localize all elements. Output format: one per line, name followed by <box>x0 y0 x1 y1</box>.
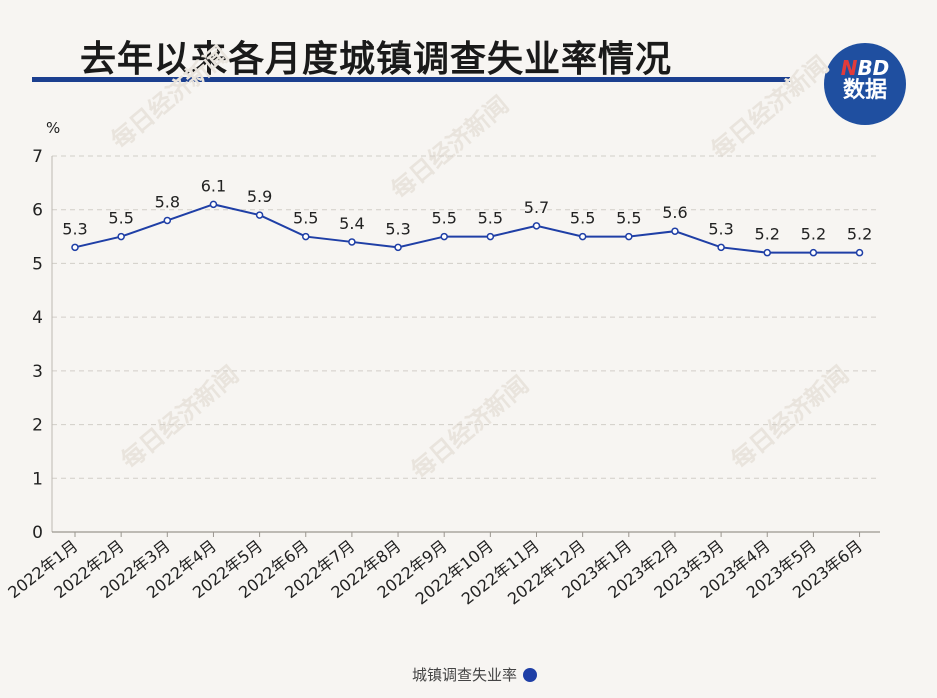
data-label: 6.1 <box>201 176 226 195</box>
chart-title: 去年以来各月度城镇调查失业率情况 <box>80 39 673 80</box>
y-tick-label: 6 <box>32 201 43 221</box>
nbd-data-logo: NBD 数据 <box>824 43 906 125</box>
watermark-text: 每日经济新闻 <box>106 41 234 155</box>
watermark-text: 每日经济新闻 <box>726 361 854 475</box>
legend-label: 城镇调查失业率 <box>412 666 518 684</box>
data-label: 5.2 <box>847 225 872 244</box>
data-point <box>394 243 402 252</box>
data-label: 5.2 <box>801 225 826 244</box>
data-label: 5.5 <box>478 209 503 228</box>
data-point <box>717 243 725 252</box>
data-label: 5.5 <box>570 209 595 228</box>
watermark-text: 每日经济新闻 <box>706 51 834 165</box>
legend: 城镇调查失业率 <box>412 664 538 685</box>
data-point <box>671 227 679 235</box>
logo-subtitle: 数据 <box>842 78 887 103</box>
data-label: 5.2 <box>755 225 780 244</box>
y-tick-label: 5 <box>32 254 43 274</box>
data-label: 5.5 <box>616 209 641 228</box>
data-point <box>255 211 264 219</box>
watermark-text: 每日经济新闻 <box>116 361 244 475</box>
data-point <box>209 200 218 209</box>
data-point <box>348 238 356 246</box>
data-label: 5.5 <box>431 209 456 228</box>
data-label: 5.3 <box>708 219 733 238</box>
data-label: 5.7 <box>524 198 549 217</box>
data-point <box>855 248 864 257</box>
y-tick-label: 7 <box>32 147 43 167</box>
data-label: 5.5 <box>293 209 318 228</box>
logo-letters: BD <box>857 56 890 80</box>
data-point <box>809 248 818 257</box>
data-point <box>625 232 633 241</box>
data-point <box>117 232 125 241</box>
data-label: 5.6 <box>662 203 687 222</box>
data-point <box>578 232 587 241</box>
data-point <box>302 232 310 241</box>
data-point <box>163 216 172 225</box>
y-tick-label: 0 <box>32 523 43 543</box>
y-tick-label: 2 <box>32 416 43 436</box>
data-point <box>71 243 79 252</box>
data-label: 5.9 <box>247 187 272 206</box>
series-line <box>74 203 860 254</box>
data-label: 5.3 <box>62 219 87 238</box>
data-point <box>763 248 771 257</box>
data-label: 5.3 <box>385 219 410 238</box>
data-label: 5.4 <box>339 214 364 233</box>
title-underline <box>32 77 790 82</box>
data-label: 5.5 <box>108 209 133 228</box>
data-label: 5.8 <box>155 192 180 211</box>
logo-letter-n: N <box>840 56 858 80</box>
data-point <box>532 222 541 230</box>
y-tick-label: 1 <box>32 469 43 489</box>
legend-marker <box>523 667 538 682</box>
data-point <box>486 232 495 241</box>
y-tick-label: 4 <box>32 308 43 328</box>
watermark-text: 每日经济新闻 <box>386 91 514 205</box>
y-axis-label: % <box>46 119 60 137</box>
data-point <box>440 232 448 241</box>
y-tick-label: 3 <box>32 362 43 382</box>
watermark-text: 每日经济新闻 <box>406 371 534 485</box>
